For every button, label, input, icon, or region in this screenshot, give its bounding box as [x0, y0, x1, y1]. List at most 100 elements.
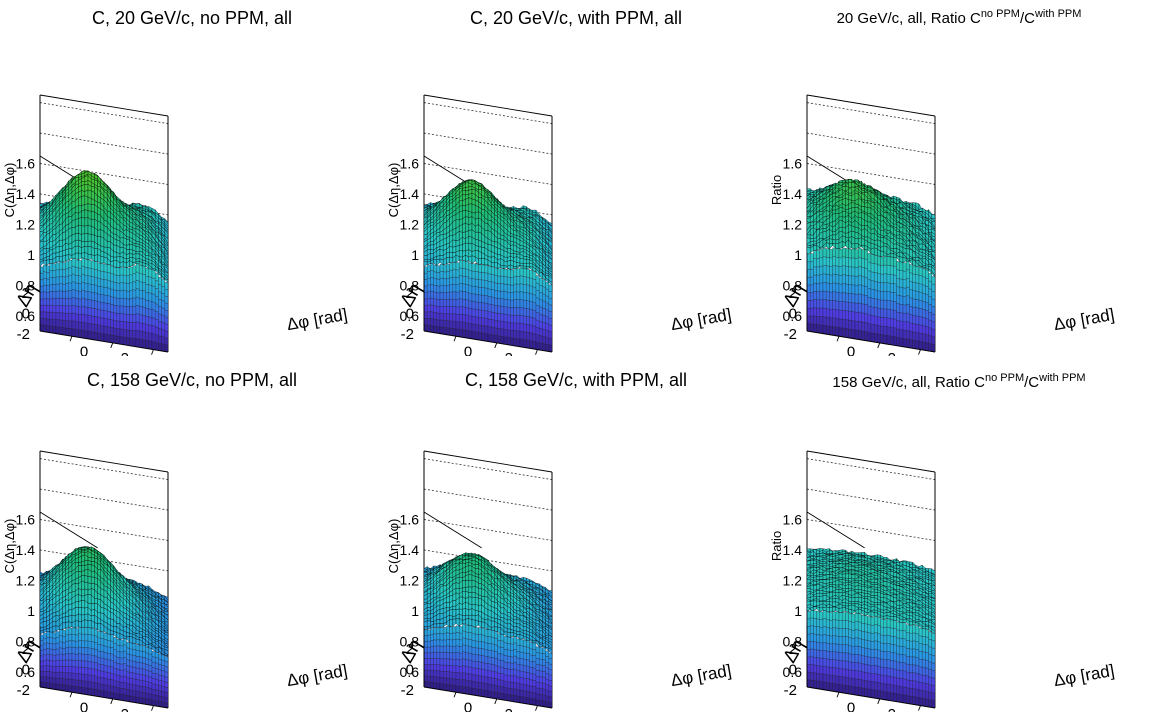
skirt-cell [487, 303, 492, 313]
skirt-cell [899, 312, 904, 322]
skirt-cell [532, 309, 537, 319]
skirt-cell [81, 297, 85, 307]
skirt-cell [864, 276, 868, 287]
surface-cell [81, 252, 85, 259]
skirt-cell [545, 330, 549, 338]
skirt-cell [452, 291, 457, 300]
skirt-cell [896, 277, 900, 288]
skirt-cell [151, 333, 156, 343]
skirt-cell [893, 265, 897, 276]
phi-axis-title: Δφ [rad] [285, 305, 348, 334]
skirt-cell [487, 311, 492, 320]
skirt-cell [455, 328, 460, 337]
skirt-cell [529, 269, 533, 279]
skirt-cell [465, 329, 469, 339]
skirt-cell [78, 306, 82, 315]
skirt-cell [462, 268, 466, 277]
skirt-cell [864, 303, 868, 314]
skirt-cell [71, 312, 76, 322]
skirt-cell [78, 313, 82, 323]
skirt-cell [491, 296, 495, 306]
skirt-cell [915, 282, 920, 292]
skirt-cell [494, 319, 498, 329]
skirt-cell [870, 262, 875, 273]
skirt-cell [848, 257, 852, 268]
skirt-cell [832, 247, 836, 258]
skirt-cell [848, 248, 852, 259]
skirt-cell [842, 283, 846, 293]
z-tick-label: 1.2 [783, 216, 803, 232]
skirt-cell [107, 279, 111, 289]
skirt-cell [851, 320, 856, 331]
skirt-cell [100, 263, 105, 272]
skirt-cell [119, 336, 124, 345]
skirt-cell [500, 290, 505, 300]
z-tick-label: 1.2 [400, 216, 420, 232]
skirt-cell [886, 264, 891, 275]
skirt-cell [452, 313, 457, 322]
skirt-cell [909, 289, 913, 299]
skirt-cell [449, 298, 453, 307]
skirt-cell [526, 268, 530, 278]
skirt-cell [826, 299, 830, 310]
skirt-cell [510, 269, 514, 279]
skirt-cell [529, 316, 533, 326]
surface [806, 178, 936, 278]
skirt-cell [84, 298, 89, 308]
surface-cell [78, 232, 82, 242]
skirt-cell [59, 297, 63, 306]
skirt-cell [816, 315, 820, 326]
skirt-cell [107, 295, 111, 304]
phi-ticks: 024 [69, 336, 154, 356]
skirt-cell [81, 273, 85, 283]
skirt-cell [449, 276, 453, 286]
skirt-cell [158, 284, 162, 293]
skirt-cell [449, 327, 453, 336]
skirt-cell [500, 283, 505, 292]
skirt-cell [116, 274, 121, 284]
skirt-cell [880, 316, 884, 327]
skirt-cell [155, 303, 159, 313]
surface-cell [446, 256, 450, 265]
skirt-cell [94, 316, 98, 325]
skirt-cell [142, 282, 146, 292]
skirt-cell [459, 321, 463, 330]
skirt-cell [835, 265, 840, 276]
skirt-cell [52, 284, 57, 292]
skirt-cell [931, 328, 936, 338]
skirt-cell [819, 307, 824, 318]
skirt-cell [864, 331, 868, 342]
skirt-cell [164, 316, 169, 325]
skirt-cell [471, 270, 476, 280]
skirt-cell [539, 320, 543, 329]
skirt-cell [91, 315, 95, 325]
skirt-cell [854, 258, 859, 268]
skirt-cell [126, 321, 130, 331]
skirt-cell [906, 338, 910, 348]
skirt-cell [475, 286, 479, 295]
skirt-cell [68, 282, 73, 291]
skirt-cell [158, 298, 162, 308]
skirt-cell [922, 333, 926, 343]
skirt-cell [822, 307, 827, 318]
skirt-cell [922, 284, 926, 294]
skirt-cell [842, 265, 846, 276]
surface-cell [883, 195, 888, 199]
skirt-cell [899, 320, 904, 331]
skirt-cell [71, 265, 76, 275]
skirt-cell [427, 324, 431, 333]
skirt-cell [532, 325, 537, 335]
skirt-cell [97, 278, 101, 287]
skirt-cell [62, 327, 66, 336]
skirt-cell [819, 274, 824, 284]
skirt-cell [529, 301, 533, 310]
skirt-cell [806, 261, 811, 270]
skirt-cell [119, 328, 124, 338]
skirt-cell [71, 297, 76, 306]
skirt-cell [896, 328, 900, 338]
skirt-cell [455, 299, 460, 308]
surface-cell [62, 231, 66, 241]
skirt-cell [806, 269, 811, 278]
surface-cell [55, 256, 60, 263]
skirt-cell [465, 291, 469, 301]
